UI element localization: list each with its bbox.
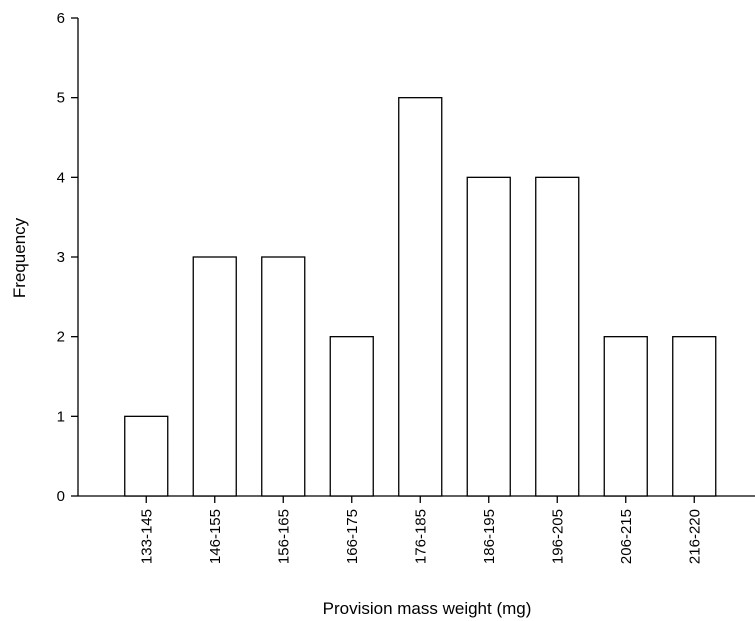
y-tick-label: 6: [57, 10, 65, 27]
bar: [329, 336, 374, 497]
y-tick-label: 1: [57, 408, 65, 425]
x-tick-label: 166-175: [344, 509, 361, 564]
x-tick-label: 206-215: [618, 509, 635, 564]
x-tick-label: 186-195: [481, 509, 498, 564]
bar: [603, 336, 648, 497]
x-axis-title: Provision mass weight (mg): [323, 599, 532, 618]
y-tick-label: 4: [57, 169, 65, 186]
bar: [192, 256, 237, 497]
bar: [398, 97, 443, 497]
y-tick-label: 3: [57, 249, 65, 266]
x-tick-label: 216-220: [686, 509, 703, 564]
bar: [261, 256, 306, 497]
x-tick-label: 176-185: [412, 509, 429, 564]
y-tick-label: 0: [57, 488, 65, 505]
bar: [672, 336, 717, 497]
plot-area: 0 1 2 3 4 5 6 133-145 146-155 156-165 166-175 176-1…: [57, 10, 755, 564]
y-tick-label: 5: [57, 90, 65, 107]
y-axis-title: Frequency: [10, 217, 29, 298]
x-tick-label: 196-205: [549, 509, 566, 564]
bar: [124, 415, 169, 497]
bar: [466, 176, 511, 497]
x-tick-label: 146-155: [207, 509, 224, 564]
y-tick-label: 2: [57, 329, 65, 346]
bar: [535, 176, 580, 497]
x-tick-label: 156-165: [275, 509, 292, 564]
x-tick-label: 133-145: [138, 509, 155, 564]
